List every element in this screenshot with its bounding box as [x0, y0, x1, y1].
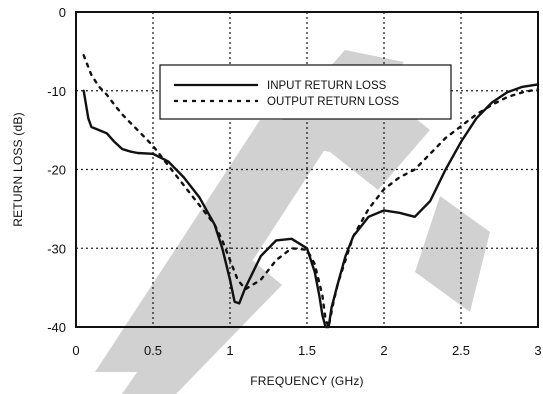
x-tick-label: 3 [534, 343, 541, 358]
watermark-stroke-e-bottom [415, 196, 490, 312]
legend-box [159, 64, 452, 120]
y-tick-label: -10 [47, 84, 66, 99]
y-tick-labels: 0 -10 -20 -30 -40 [47, 5, 66, 335]
legend-label-input: INPUT RETURN LOSS [267, 80, 387, 92]
x-tick-label: 1.5 [298, 343, 316, 358]
watermark-stroke-t-top [95, 120, 344, 372]
x-tick-label: 0.5 [144, 343, 162, 358]
y-tick-label: -30 [47, 241, 66, 256]
y-tick-label: -40 [47, 320, 66, 335]
x-axis-title: FREQUENCY (GHz) [250, 374, 363, 388]
x-tick-labels: 0 0.5 1 1.5 2 2.5 3 [72, 343, 541, 358]
y-axis-title: RETURN LOSS (dB) [11, 112, 25, 227]
watermark-stroke-t-stem [122, 240, 282, 394]
series-layer [82, 54, 540, 329]
plot-frame [75, 11, 539, 328]
x-tick-label: 0 [72, 343, 79, 358]
x-tick-label: 2 [380, 343, 387, 358]
y-tick-label: 0 [59, 5, 66, 20]
y-tick-label: -20 [47, 163, 66, 178]
legend: INPUT RETURN LOSS OUTPUT RETURN LOSS [159, 64, 452, 120]
x-tick-label: 2.5 [452, 343, 470, 358]
series-line-input-return-loss [82, 83, 540, 329]
legend-label-output: OUTPUT RETURN LOSS [267, 96, 399, 108]
x-tick-label: 1 [226, 343, 233, 358]
series-line-output-return-loss [82, 54, 540, 329]
